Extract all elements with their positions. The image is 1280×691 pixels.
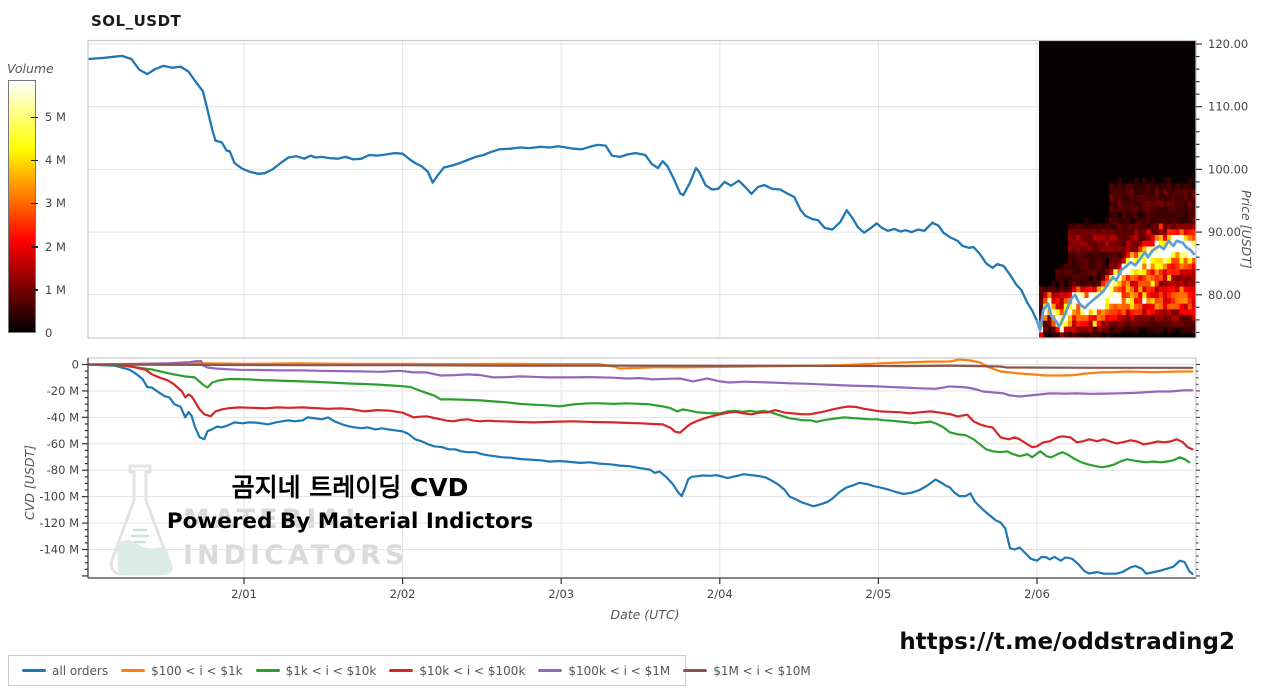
- cvd-series-5: [88, 363, 1194, 369]
- price-plot-frame: [87, 39, 1197, 339]
- legend-item-4: $100k < i < $1M: [538, 664, 670, 678]
- cvd-axis-label: CVD [USDT]: [22, 445, 37, 520]
- cvd-series-1: [88, 358, 1194, 377]
- colorbar-tick-mark: [31, 116, 38, 118]
- cvd-series-3: [88, 363, 1194, 451]
- svg-text:90.00: 90.00: [1208, 225, 1241, 239]
- flask-icon: [109, 464, 173, 576]
- svg-text:-120 M: -120 M: [39, 516, 79, 530]
- cvd-grid: [88, 358, 1196, 578]
- legend-swatch: [255, 669, 280, 672]
- cvd-lines: [88, 358, 1194, 576]
- legend-label: $100 < i < $1k: [151, 663, 243, 678]
- legend-label: $1M < i < $10M: [713, 663, 811, 678]
- cvd-series-4: [88, 360, 1194, 398]
- svg-text:2/03: 2/03: [548, 587, 574, 601]
- legend-label: $10k < i < $100k: [419, 663, 526, 678]
- cvd-axis-ticks: 0 -20 M -40 M -60 M -80 M -100 M -120 M -140 M 2…: [39, 358, 1200, 601]
- price-axis-ticks: 120.00 110.00 100.00 90.00 80.00: [1196, 37, 1248, 334]
- svg-text:-60 M: -60 M: [47, 437, 79, 451]
- chart-title: SOL_USDT: [91, 12, 182, 30]
- legend-swatch: [22, 669, 46, 672]
- cvd-series-2: [88, 363, 1191, 469]
- svg-text:2/06: 2/06: [1024, 587, 1050, 601]
- svg-text:-20 M: -20 M: [47, 384, 79, 398]
- price-axis-label: Price [USDT]: [1239, 190, 1254, 269]
- svg-text:0: 0: [72, 358, 79, 372]
- telegram-url: https://t.me/oddstrading2: [899, 629, 1235, 655]
- legend-item-5: $1M < i < $10M: [683, 664, 811, 678]
- colorbar-tick-label: 5 M: [45, 110, 66, 124]
- colorbar-tick-mark: [31, 202, 38, 205]
- price-grid: [88, 40, 1196, 338]
- svg-text:100.00: 100.00: [1208, 162, 1248, 176]
- svg-text:2/02: 2/02: [390, 587, 416, 601]
- colorbar-tick-mark: [31, 159, 38, 162]
- svg-text:-80 M: -80 M: [47, 463, 79, 477]
- cvd-series-0: [88, 363, 1194, 576]
- orderbook-heatmap: [1039, 40, 1196, 338]
- legend-box: all orders $100 < i < $1k $1k < i < $10k $1…: [8, 655, 811, 686]
- colorbar-tick-label: 2 M: [45, 239, 66, 254]
- colorbar-tick-mark: [31, 289, 38, 291]
- svg-text:80.00: 80.00: [1208, 288, 1241, 302]
- legend-label: all orders: [52, 663, 109, 678]
- volume-colorbar-label: Volume: [7, 61, 54, 76]
- legend-swatch: [538, 669, 563, 672]
- svg-text:110.00: 110.00: [1208, 100, 1248, 114]
- legend-swatch: [389, 669, 414, 672]
- svg-text:-40 M: -40 M: [47, 410, 79, 424]
- legend-label: $100k < i < $1M: [568, 663, 671, 678]
- svg-text:-100 M: -100 M: [39, 490, 79, 504]
- colorbar-tick-label: 3 M: [45, 196, 66, 211]
- legend-item-3: $10k < i < $100k: [389, 664, 525, 678]
- colorbar-tick-label: 4 M: [45, 153, 66, 168]
- legend-item-0: all orders: [22, 664, 108, 678]
- legend-item-1: $100 < i < $1k: [121, 663, 243, 678]
- volume-colorbar: [8, 80, 36, 333]
- price-line: [88, 54, 1196, 332]
- legend-item-2: $1k < i < $10k: [255, 663, 377, 678]
- svg-text:120.00: 120.00: [1208, 37, 1248, 51]
- legend-swatch: [121, 669, 146, 672]
- colorbar-tick-label: 1 M: [45, 282, 66, 297]
- colorbar-tick-mark: [31, 246, 38, 248]
- date-axis-label: Date (UTC): [610, 607, 680, 622]
- svg-text:2/01: 2/01: [231, 587, 257, 601]
- legend-swatch: [683, 669, 708, 672]
- svg-text:2/04: 2/04: [707, 587, 733, 601]
- legend-label: $1k < i < $10k: [285, 663, 377, 678]
- colorbar-tick-label: 0: [45, 326, 53, 340]
- svg-text:-140 M: -140 M: [39, 542, 79, 556]
- svg-text:2/05: 2/05: [865, 587, 891, 601]
